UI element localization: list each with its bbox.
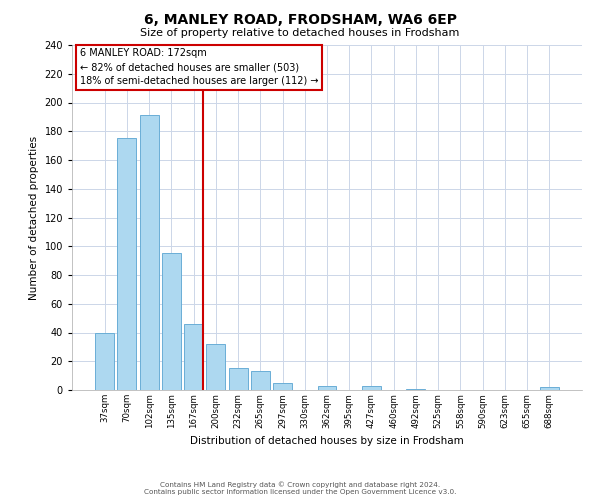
Bar — [362, 386, 381, 390]
Text: Contains HM Land Registry data © Crown copyright and database right 2024.: Contains HM Land Registry data © Crown c… — [160, 481, 440, 488]
Bar — [162, 254, 181, 390]
Y-axis label: Number of detached properties: Number of detached properties — [29, 136, 39, 300]
Bar — [184, 324, 203, 390]
Bar — [317, 386, 337, 390]
Bar — [206, 344, 225, 390]
Bar — [118, 138, 136, 390]
Text: 6 MANLEY ROAD: 172sqm
← 82% of detached houses are smaller (503)
18% of semi-det: 6 MANLEY ROAD: 172sqm ← 82% of detached … — [80, 48, 318, 86]
Bar — [540, 387, 559, 390]
Bar — [229, 368, 248, 390]
Bar — [273, 383, 292, 390]
Bar — [95, 332, 114, 390]
Text: Size of property relative to detached houses in Frodsham: Size of property relative to detached ho… — [140, 28, 460, 38]
Bar — [251, 372, 270, 390]
X-axis label: Distribution of detached houses by size in Frodsham: Distribution of detached houses by size … — [190, 436, 464, 446]
Text: Contains public sector information licensed under the Open Government Licence v3: Contains public sector information licen… — [144, 489, 456, 495]
Text: 6, MANLEY ROAD, FRODSHAM, WA6 6EP: 6, MANLEY ROAD, FRODSHAM, WA6 6EP — [143, 12, 457, 26]
Bar — [406, 388, 425, 390]
Bar — [140, 116, 158, 390]
